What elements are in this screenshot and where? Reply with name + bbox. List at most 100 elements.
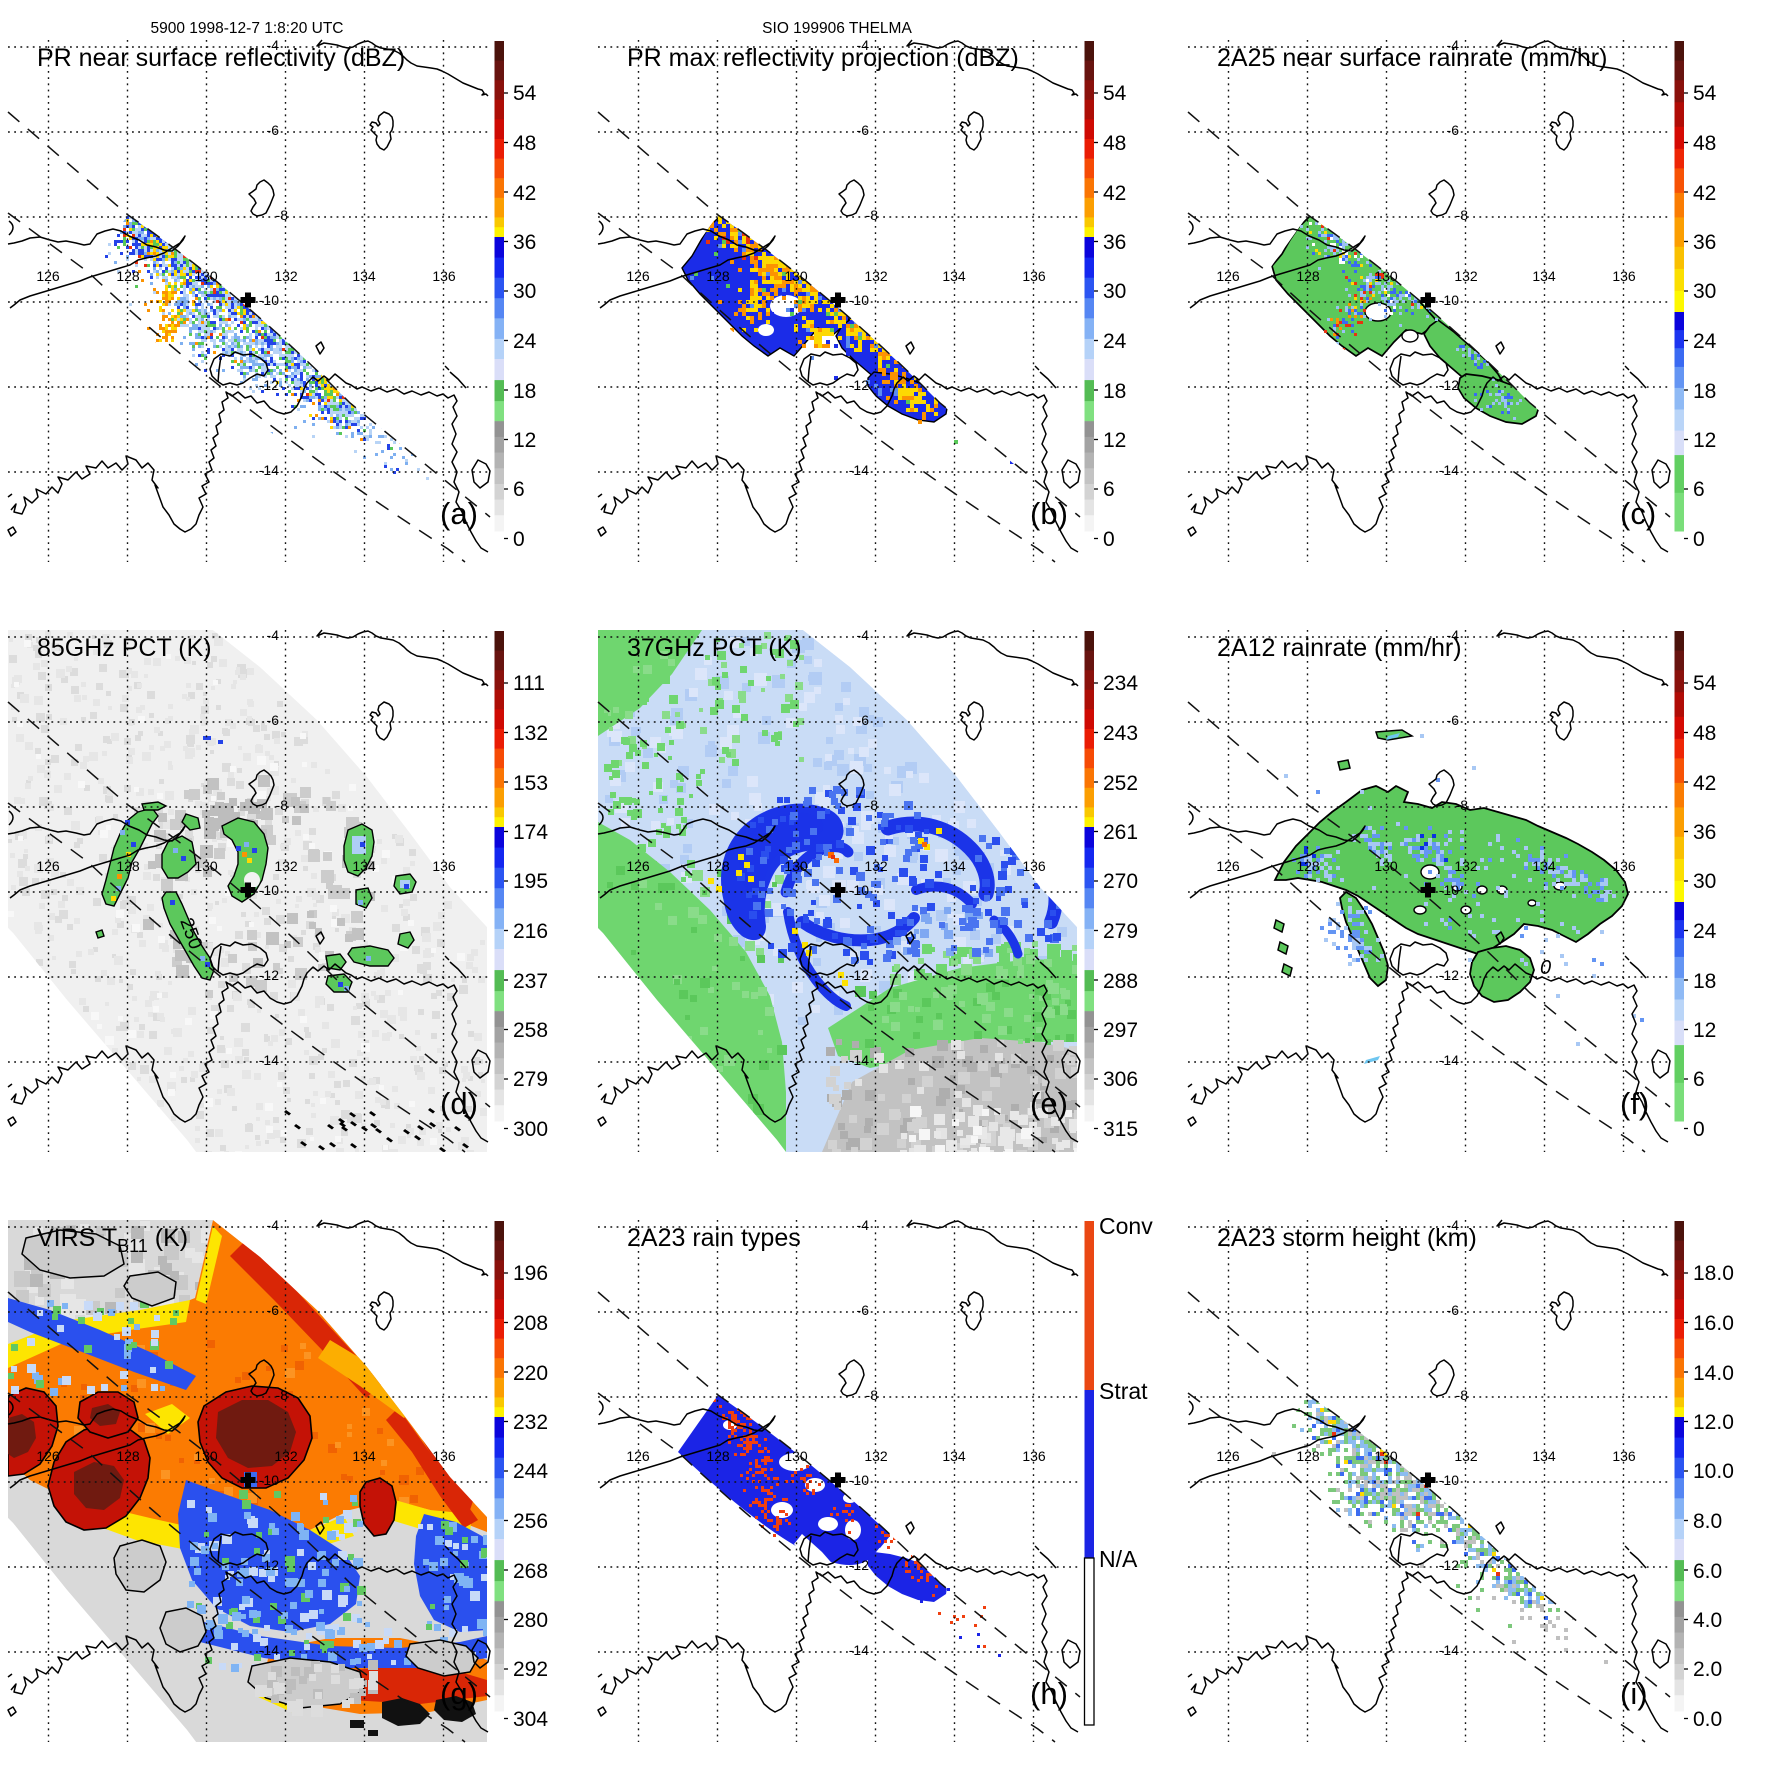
svg-text:48: 48 bbox=[513, 132, 536, 155]
svg-text:PR max reflectivity projection: PR max reflectivity projection (dBZ) bbox=[627, 44, 1019, 72]
svg-text:54: 54 bbox=[513, 82, 537, 105]
svg-text:(d): (d) bbox=[440, 1086, 478, 1121]
svg-text:30: 30 bbox=[1693, 870, 1716, 893]
svg-text:6: 6 bbox=[1693, 1068, 1705, 1091]
svg-text:2A12 rainrate (mm/hr): 2A12 rainrate (mm/hr) bbox=[1217, 634, 1462, 662]
svg-text:0: 0 bbox=[1693, 1118, 1705, 1141]
svg-text:234: 234 bbox=[1103, 672, 1138, 695]
svg-text:0: 0 bbox=[513, 528, 525, 551]
svg-text:30: 30 bbox=[1103, 280, 1126, 303]
svg-text:54: 54 bbox=[1693, 672, 1717, 695]
svg-text:18: 18 bbox=[513, 380, 536, 403]
svg-text:268: 268 bbox=[513, 1560, 548, 1583]
svg-text:304: 304 bbox=[513, 1708, 548, 1731]
svg-text:N/A: N/A bbox=[1099, 1546, 1138, 1572]
svg-text:111: 111 bbox=[513, 672, 545, 695]
svg-text:292: 292 bbox=[513, 1658, 548, 1681]
svg-text:5900 1998-12-7 1:8:20 UTC: 5900 1998-12-7 1:8:20 UTC bbox=[150, 20, 343, 37]
svg-text:220: 220 bbox=[513, 1362, 548, 1385]
svg-text:280: 280 bbox=[513, 1609, 548, 1632]
svg-text:16.0: 16.0 bbox=[1693, 1312, 1734, 1335]
svg-text:18: 18 bbox=[1693, 970, 1716, 993]
svg-text:0.0: 0.0 bbox=[1693, 1708, 1722, 1731]
svg-text:VIRS TB11 (K): VIRS TB11 (K) bbox=[37, 1224, 188, 1256]
svg-text:297: 297 bbox=[1103, 1019, 1138, 1042]
svg-text:6: 6 bbox=[513, 478, 525, 501]
svg-text:0: 0 bbox=[1103, 528, 1115, 551]
svg-text:12: 12 bbox=[1693, 1019, 1716, 1042]
svg-text:24: 24 bbox=[1103, 330, 1127, 353]
svg-text:37GHz PCT (K): 37GHz PCT (K) bbox=[627, 634, 802, 662]
svg-text:258: 258 bbox=[513, 1019, 548, 1042]
svg-text:208: 208 bbox=[513, 1312, 548, 1335]
svg-text:12: 12 bbox=[1103, 429, 1126, 452]
svg-text:252: 252 bbox=[1103, 772, 1138, 795]
svg-text:(b): (b) bbox=[1030, 496, 1068, 531]
svg-text:Conv: Conv bbox=[1099, 1213, 1153, 1239]
svg-text:42: 42 bbox=[1103, 182, 1126, 205]
svg-text:12: 12 bbox=[1693, 429, 1716, 452]
svg-text:48: 48 bbox=[1693, 132, 1716, 155]
svg-text:36: 36 bbox=[513, 231, 536, 254]
svg-text:(a): (a) bbox=[440, 496, 478, 531]
svg-text:288: 288 bbox=[1103, 970, 1138, 993]
svg-text:30: 30 bbox=[1693, 280, 1716, 303]
svg-text:8.0: 8.0 bbox=[1693, 1510, 1722, 1533]
svg-text:36: 36 bbox=[1693, 821, 1716, 844]
svg-text:24: 24 bbox=[1693, 330, 1717, 353]
svg-text:216: 216 bbox=[513, 920, 548, 943]
svg-text:279: 279 bbox=[513, 1068, 548, 1091]
svg-text:300: 300 bbox=[513, 1118, 548, 1141]
svg-text:54: 54 bbox=[1103, 82, 1127, 105]
svg-text:256: 256 bbox=[513, 1510, 548, 1533]
svg-text:6.0: 6.0 bbox=[1693, 1560, 1722, 1583]
svg-text:24: 24 bbox=[513, 330, 537, 353]
svg-text:270: 270 bbox=[1103, 870, 1138, 893]
svg-text:14.0: 14.0 bbox=[1693, 1362, 1734, 1385]
svg-text:279: 279 bbox=[1103, 920, 1138, 943]
svg-text:2A25 near surface rainrate (mm: 2A25 near surface rainrate (mm/hr) bbox=[1217, 44, 1607, 72]
svg-text:42: 42 bbox=[1693, 182, 1716, 205]
svg-text:244: 244 bbox=[513, 1460, 548, 1483]
svg-text:36: 36 bbox=[1693, 231, 1716, 254]
svg-text:12: 12 bbox=[513, 429, 536, 452]
svg-text:36: 36 bbox=[1103, 231, 1126, 254]
svg-text:30: 30 bbox=[513, 280, 536, 303]
svg-text:(h): (h) bbox=[1030, 1676, 1068, 1711]
svg-text:48: 48 bbox=[1693, 722, 1716, 745]
svg-text:153: 153 bbox=[513, 772, 548, 795]
svg-text:2A23 rain types: 2A23 rain types bbox=[627, 1224, 801, 1252]
svg-text:2A23 storm height (km): 2A23 storm height (km) bbox=[1217, 1224, 1477, 1252]
svg-text:(e): (e) bbox=[1030, 1086, 1068, 1121]
svg-text:4.0: 4.0 bbox=[1693, 1609, 1722, 1632]
svg-text:6: 6 bbox=[1693, 478, 1705, 501]
svg-text:315: 315 bbox=[1103, 1118, 1138, 1141]
svg-text:54: 54 bbox=[1693, 82, 1717, 105]
svg-text:174: 174 bbox=[513, 821, 548, 844]
svg-text:(g): (g) bbox=[440, 1676, 478, 1711]
svg-text:232: 232 bbox=[513, 1411, 548, 1434]
svg-text:132: 132 bbox=[513, 722, 548, 745]
svg-text:SIO 199906 THELMA: SIO 199906 THELMA bbox=[762, 20, 912, 37]
svg-text:6: 6 bbox=[1103, 478, 1115, 501]
svg-text:85GHz PCT (K): 85GHz PCT (K) bbox=[37, 634, 212, 662]
svg-text:237: 237 bbox=[513, 970, 548, 993]
svg-text:0: 0 bbox=[1693, 528, 1705, 551]
svg-text:261: 261 bbox=[1103, 821, 1138, 844]
svg-text:306: 306 bbox=[1103, 1068, 1138, 1091]
svg-text:18: 18 bbox=[1693, 380, 1716, 403]
svg-text:48: 48 bbox=[1103, 132, 1126, 155]
svg-text:18.0: 18.0 bbox=[1693, 1262, 1734, 1285]
svg-text:(i): (i) bbox=[1620, 1676, 1648, 1711]
svg-text:PR near surface reflectivity (: PR near surface reflectivity (dBZ) bbox=[37, 44, 405, 72]
svg-text:24: 24 bbox=[1693, 920, 1717, 943]
svg-text:196: 196 bbox=[513, 1262, 548, 1285]
svg-text:42: 42 bbox=[1693, 772, 1716, 795]
svg-text:Strat: Strat bbox=[1099, 1378, 1148, 1404]
svg-text:(f): (f) bbox=[1620, 1086, 1649, 1121]
svg-text:18: 18 bbox=[1103, 380, 1126, 403]
svg-text:12.0: 12.0 bbox=[1693, 1411, 1734, 1434]
svg-text:195: 195 bbox=[513, 870, 548, 893]
svg-text:(c): (c) bbox=[1620, 496, 1656, 531]
svg-text:0: 0 bbox=[1540, 957, 1551, 979]
